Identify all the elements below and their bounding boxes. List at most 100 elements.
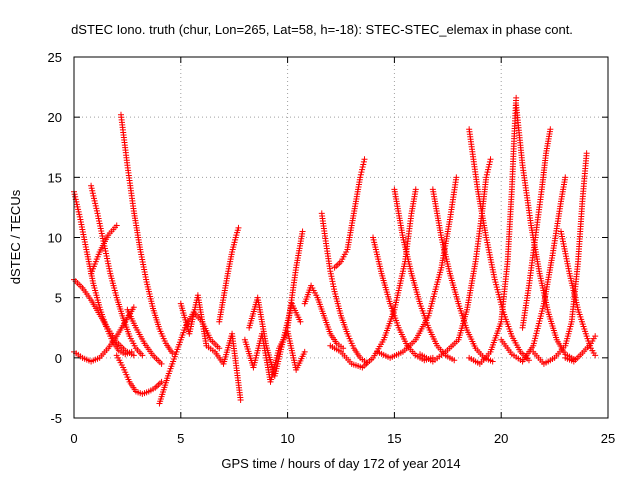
data-point-marker: [562, 174, 569, 181]
data-point-marker: [483, 174, 490, 181]
data-point-marker: [130, 352, 137, 359]
data-point-marker: [547, 126, 554, 133]
data-point-marker: [73, 201, 80, 208]
data-point-marker: [360, 161, 367, 168]
data-point-marker: [104, 258, 111, 265]
data-point-marker: [104, 255, 111, 262]
series-15: [301, 282, 347, 352]
series-31: [562, 333, 599, 365]
data-point-marker: [158, 360, 165, 367]
data-point-marker: [328, 273, 335, 280]
series-11: [216, 224, 242, 325]
data-point-marker: [327, 268, 334, 275]
data-point-marker: [360, 158, 367, 165]
y-tick-label: 5: [55, 291, 62, 306]
data-point-marker: [95, 212, 102, 219]
series-6: [117, 111, 176, 357]
data-point-marker: [486, 161, 493, 168]
data-point-marker: [216, 345, 223, 352]
data-point-marker: [327, 270, 334, 277]
series-17: [331, 156, 368, 271]
y-axis: -5 0 5 10 15 20 25: [48, 50, 608, 426]
data-point-marker: [330, 283, 337, 290]
series-28: [519, 126, 554, 331]
x-axis: 0 5 10 15 20 25: [70, 57, 615, 446]
data-point-marker: [359, 164, 366, 171]
data-point-marker: [103, 250, 110, 257]
y-tick-label: 10: [48, 231, 62, 246]
data-points: [71, 94, 599, 407]
data-point-marker: [583, 150, 590, 157]
series-29: [530, 150, 590, 367]
series-30: [558, 228, 599, 359]
data-point-marker: [525, 357, 532, 364]
chart-title: dSTEC Iono. truth (chur, Lon=265, Lat=58…: [71, 22, 573, 37]
series-9: [156, 309, 223, 407]
series-7: [113, 352, 165, 397]
x-tick-label: 20: [494, 431, 508, 446]
data-point-marker: [90, 192, 97, 199]
y-axis-label: dSTEC / TECUs: [8, 189, 23, 284]
data-point-marker: [486, 158, 493, 165]
series-19: [370, 234, 436, 364]
data-point-marker: [74, 203, 81, 210]
data-point-marker: [361, 156, 368, 163]
data-point-marker: [94, 210, 101, 217]
data-point-marker: [75, 208, 82, 215]
data-point-marker: [485, 166, 492, 173]
data-point-marker: [89, 187, 96, 194]
data-point-marker: [328, 275, 335, 282]
data-point-marker: [301, 348, 308, 355]
data-point-marker: [329, 280, 336, 287]
x-tick-label: 5: [177, 431, 184, 446]
data-point-marker: [93, 207, 100, 214]
data-point-marker: [113, 222, 120, 229]
data-point-marker: [72, 193, 79, 200]
data-point-marker: [102, 248, 109, 255]
data-point-marker: [340, 345, 347, 352]
data-point-marker: [99, 232, 106, 239]
data-point-marker: [357, 171, 364, 178]
gridlines: [74, 57, 608, 418]
data-point-marker: [235, 224, 242, 231]
data-point-marker: [76, 211, 83, 218]
data-point-marker: [139, 352, 146, 359]
data-point-marker: [92, 202, 99, 209]
x-tick-label: 25: [601, 431, 615, 446]
data-point-marker: [359, 166, 366, 173]
data-point-marker: [299, 228, 306, 235]
y-tick-label: -5: [50, 411, 62, 426]
series-21: [374, 174, 460, 361]
data-point-marker: [485, 164, 492, 171]
data-point-marker: [97, 222, 104, 229]
data-point-marker: [89, 190, 96, 197]
data-point-marker: [489, 358, 496, 365]
data-point-marker: [91, 197, 98, 204]
data-point-marker: [451, 357, 458, 364]
y-tick-label: 0: [55, 351, 62, 366]
y-tick-label: 20: [48, 110, 62, 125]
data-point-marker: [358, 169, 365, 176]
data-point-marker: [92, 200, 99, 207]
data-point-marker: [106, 268, 113, 275]
series-8: [124, 306, 165, 367]
data-point-marker: [158, 378, 165, 385]
data-point-marker: [103, 253, 110, 260]
data-point-marker: [106, 265, 113, 272]
series-24: [466, 126, 532, 364]
data-point-marker: [95, 215, 102, 222]
x-tick-label: 15: [387, 431, 401, 446]
data-point-marker: [297, 318, 304, 325]
data-point-marker: [487, 156, 494, 163]
data-point-marker: [237, 396, 244, 403]
data-point-marker: [105, 260, 112, 267]
data-point-marker: [91, 195, 98, 202]
series-14: [284, 228, 306, 331]
data-point-marker: [76, 213, 83, 220]
series-4: [88, 182, 146, 359]
data-point-marker: [357, 174, 364, 181]
x-axis-label: GPS time / hours of day 172 of year 2014: [221, 456, 460, 471]
data-point-marker: [329, 278, 336, 285]
series-16: [318, 210, 370, 366]
series-27: [498, 174, 569, 365]
